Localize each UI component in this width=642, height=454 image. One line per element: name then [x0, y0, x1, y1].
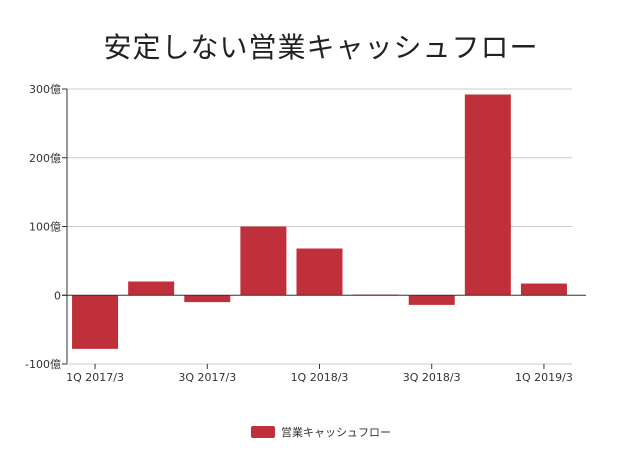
bar	[128, 281, 175, 296]
y-tick-label: 200億	[29, 152, 61, 165]
bar	[72, 295, 119, 349]
x-tick-label: 1Q 2017/3	[66, 371, 124, 384]
y-tick-label: 300億	[29, 83, 61, 96]
legend-label: 営業キャッシュフロー	[281, 426, 391, 439]
y-tick-label: 100億	[29, 221, 61, 234]
y-tick-label: -100億	[25, 358, 61, 371]
bar	[184, 295, 231, 303]
legend-swatch	[251, 426, 275, 438]
bar	[240, 226, 287, 296]
x-tick-label: 1Q 2019/3	[515, 371, 573, 384]
legend[interactable]: 営業キャッシュフロー	[0, 424, 642, 440]
bar	[464, 94, 511, 296]
bar	[296, 248, 343, 296]
bar	[520, 283, 567, 296]
x-tick-label: 1Q 2018/3	[291, 371, 349, 384]
x-tick-label: 3Q 2018/3	[403, 371, 461, 384]
y-tick-label: 0	[54, 289, 61, 302]
x-tick-label: 3Q 2017/3	[178, 371, 236, 384]
bar	[408, 295, 455, 305]
chart-title: 安定しない営業キャッシュフロー	[103, 31, 539, 64]
